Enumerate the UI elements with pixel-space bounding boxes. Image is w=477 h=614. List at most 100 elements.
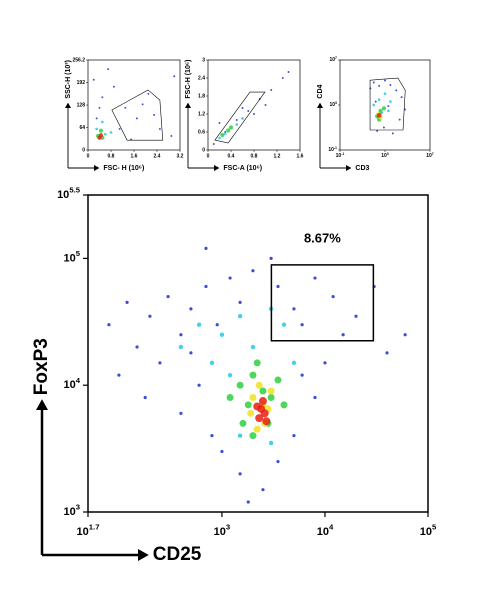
point bbox=[258, 397, 267, 406]
point bbox=[170, 134, 173, 137]
point bbox=[107, 323, 111, 327]
point bbox=[300, 323, 304, 327]
tick-label: 0 bbox=[87, 153, 90, 159]
point bbox=[382, 126, 385, 129]
point bbox=[341, 333, 345, 337]
point bbox=[267, 387, 275, 395]
point bbox=[220, 449, 224, 454]
point bbox=[246, 500, 250, 504]
point bbox=[236, 381, 244, 389]
point bbox=[268, 440, 274, 446]
point bbox=[135, 117, 138, 120]
point bbox=[204, 246, 208, 250]
point bbox=[249, 393, 257, 401]
point bbox=[372, 103, 376, 107]
point bbox=[226, 393, 234, 401]
point bbox=[269, 256, 273, 261]
tick-label: 107 bbox=[329, 56, 337, 63]
point bbox=[118, 127, 121, 130]
point bbox=[107, 68, 110, 71]
tick-label: 103 bbox=[214, 523, 231, 538]
point bbox=[398, 118, 401, 121]
point bbox=[384, 79, 386, 82]
tick-label: 2.4 bbox=[198, 75, 205, 81]
tick-exponent: 3 bbox=[226, 523, 230, 532]
tick-label: 0.6 bbox=[198, 129, 205, 135]
tick-label: 103 bbox=[329, 101, 337, 108]
point bbox=[387, 109, 390, 113]
point bbox=[109, 131, 113, 134]
point bbox=[251, 269, 255, 273]
point bbox=[247, 409, 255, 417]
tick-label: 3.2 bbox=[177, 153, 184, 159]
tick-label: 104 bbox=[317, 523, 334, 538]
tick-label: 128 bbox=[77, 102, 86, 108]
tick-base: 10 bbox=[77, 526, 89, 538]
tick-exponent: 7 bbox=[432, 152, 434, 156]
tick-exponent: 3 bbox=[387, 152, 389, 156]
point bbox=[241, 107, 244, 109]
point bbox=[178, 344, 184, 350]
point bbox=[98, 133, 104, 138]
point bbox=[313, 395, 317, 400]
tick-label: 101.7 bbox=[77, 523, 100, 538]
tick-label: 103 bbox=[381, 152, 389, 159]
point bbox=[267, 393, 275, 401]
point bbox=[391, 132, 394, 135]
point bbox=[374, 100, 377, 103]
tick-base: 10 bbox=[426, 153, 432, 159]
point bbox=[215, 323, 219, 327]
tick-base: 10 bbox=[329, 57, 335, 63]
point bbox=[331, 294, 335, 299]
tick-label: 10-1 bbox=[328, 146, 337, 153]
point bbox=[378, 108, 383, 113]
tick-base: 10 bbox=[63, 379, 75, 391]
point bbox=[237, 433, 243, 438]
tick-label: 1.2 bbox=[274, 153, 281, 159]
point bbox=[247, 110, 250, 112]
point bbox=[323, 361, 327, 365]
point bbox=[223, 132, 227, 135]
tick-exponent: -1 bbox=[334, 146, 337, 150]
gate-label: 8.67% bbox=[304, 230, 341, 245]
point bbox=[249, 432, 257, 440]
tick-exponent: 1.7 bbox=[89, 523, 100, 532]
point bbox=[255, 414, 264, 423]
point bbox=[210, 434, 214, 438]
point bbox=[253, 402, 262, 411]
tick-exponent: 5.5 bbox=[69, 186, 80, 195]
x-axis-title: FSC- H (10⁶) bbox=[103, 165, 144, 172]
point bbox=[219, 332, 225, 337]
tick-exponent: -1 bbox=[341, 152, 344, 156]
tick-base: 10 bbox=[63, 252, 75, 264]
tick-label: 105.5 bbox=[57, 186, 81, 201]
point bbox=[209, 360, 215, 366]
point bbox=[143, 395, 147, 400]
point bbox=[135, 345, 139, 349]
point bbox=[372, 81, 375, 84]
point bbox=[147, 92, 150, 95]
point bbox=[383, 92, 387, 96]
point bbox=[369, 87, 372, 90]
point bbox=[262, 417, 271, 426]
tick-exponent: 7 bbox=[335, 56, 337, 60]
tick-exponent: 3 bbox=[335, 101, 337, 105]
point bbox=[158, 361, 162, 365]
point bbox=[112, 85, 115, 88]
point bbox=[228, 276, 232, 280]
point bbox=[259, 387, 267, 395]
tick-base: 10 bbox=[420, 526, 432, 538]
point bbox=[244, 401, 252, 409]
point bbox=[276, 459, 280, 464]
point bbox=[239, 419, 247, 427]
point bbox=[204, 284, 208, 289]
point bbox=[253, 113, 255, 115]
axis-arrow bbox=[40, 410, 138, 557]
point bbox=[153, 113, 156, 116]
point bbox=[387, 105, 390, 108]
x-axis-title: CD3 bbox=[355, 165, 369, 172]
point bbox=[249, 371, 257, 379]
gate bbox=[270, 264, 375, 342]
point bbox=[173, 75, 176, 78]
